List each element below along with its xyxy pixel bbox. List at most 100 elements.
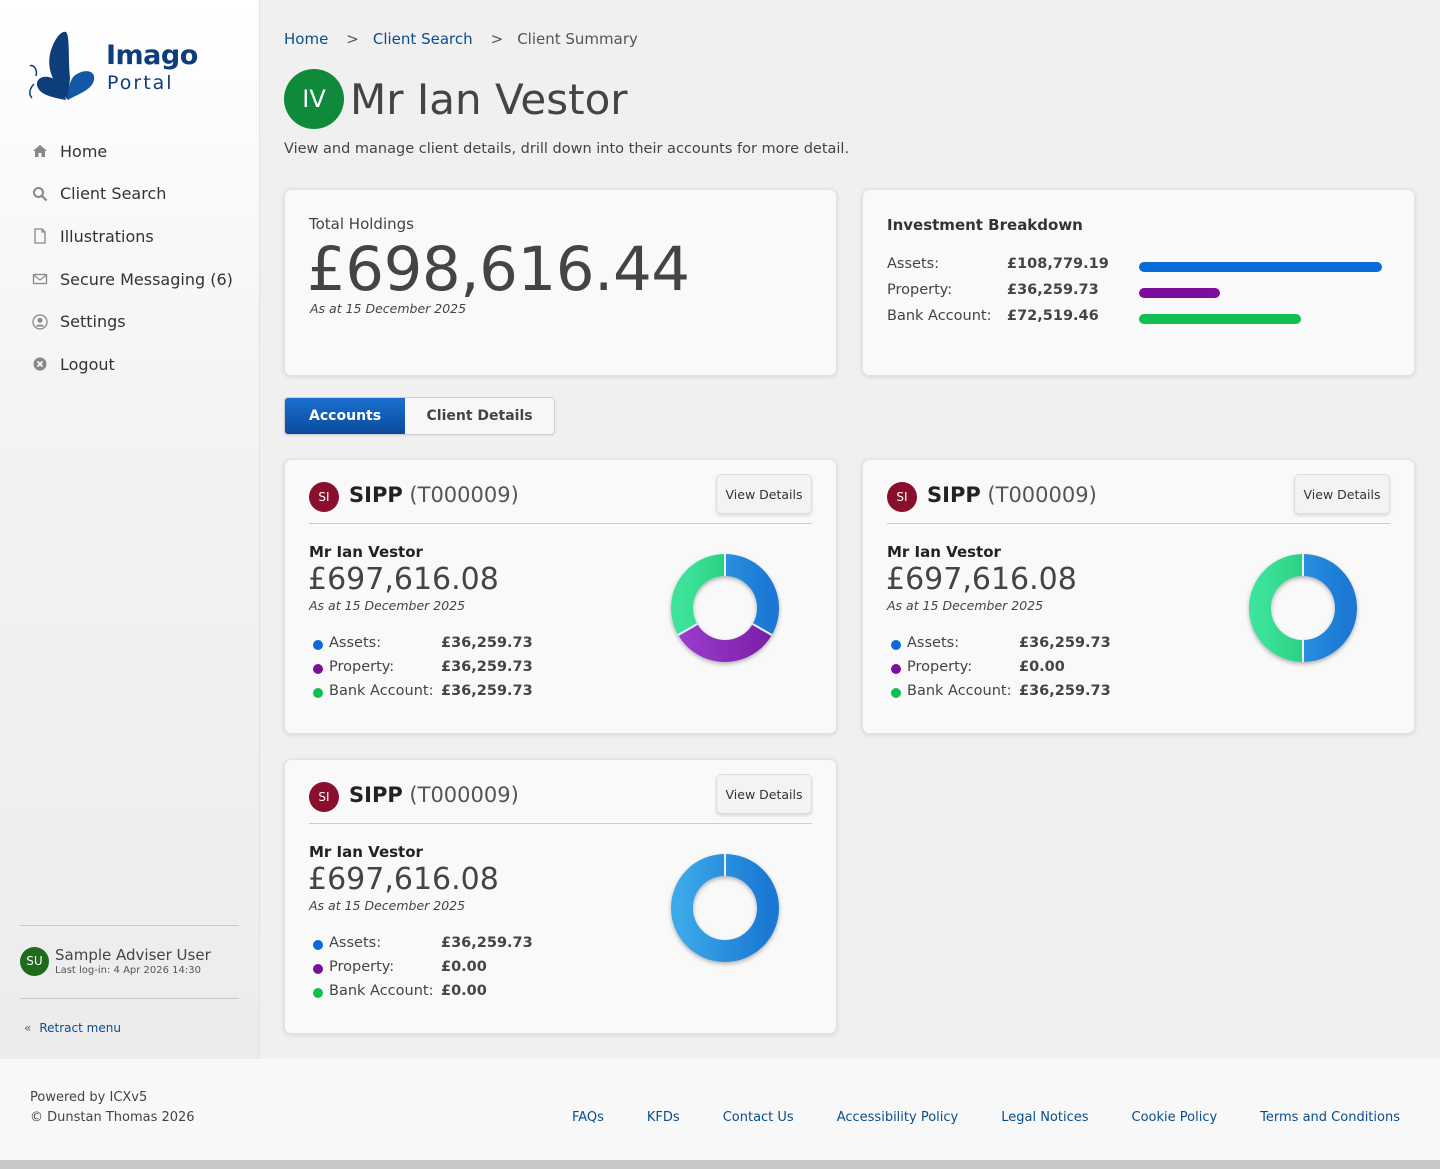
- bottom-scrollbar[interactable]: [0, 1160, 1440, 1169]
- footer-link-accessibility-policy[interactable]: Accessibility Policy: [836, 1110, 959, 1125]
- legend-value: £0.00: [1019, 659, 1065, 675]
- breakdown-label: Assets:: [887, 256, 940, 272]
- breakdown-label: Property:: [887, 282, 953, 298]
- legend-label: Property:: [329, 659, 395, 675]
- view-details-button[interactable]: View Details: [716, 774, 812, 814]
- allocation-donut-chart: [671, 854, 779, 962]
- account-title: SIPP (T000009): [349, 483, 519, 507]
- legend-value: £36,259.73: [1019, 683, 1111, 699]
- donut-segment-assets: [671, 854, 779, 962]
- legend-label: Assets:: [329, 635, 382, 651]
- retract-menu-link[interactable]: « Retract menu: [24, 1021, 121, 1035]
- logo-word-portal: Portal: [107, 72, 174, 94]
- account-value: £697,616.08: [886, 562, 1077, 597]
- legend-row-assets: Assets: £36,259.73: [311, 935, 571, 955]
- view-details-button[interactable]: View Details: [716, 474, 812, 514]
- sidebar-divider: [20, 998, 239, 999]
- sidebar-item-label: Illustrations: [60, 226, 154, 246]
- footer-link-terms-and-conditions[interactable]: Terms and Conditions: [1260, 1110, 1400, 1125]
- breadcrumb-home-link[interactable]: Home: [284, 30, 329, 48]
- legend-row-assets: Assets: £36,259.73: [889, 635, 1149, 655]
- total-holdings-label: Total Holdings: [309, 215, 414, 233]
- legend-dot-property: [891, 664, 901, 674]
- close-circle-icon: [30, 356, 60, 372]
- donut-segment-property: [671, 554, 779, 662]
- as-at-date: As at 15 December 2025: [309, 598, 466, 613]
- legend-dot-bank-account: [891, 688, 901, 698]
- legend-label: Bank Account:: [907, 683, 1012, 699]
- retract-menu-label: Retract menu: [39, 1021, 121, 1035]
- legend-row-bank-account: Bank Account: £36,259.73: [889, 683, 1149, 703]
- legend-value: £36,259.73: [441, 635, 533, 651]
- page-title: Mr Ian Vestor: [350, 74, 628, 124]
- account-card: SI SIPP (T000009) View Details Mr Ian Ve…: [862, 459, 1415, 734]
- footer-link-cookie-policy[interactable]: Cookie Policy: [1131, 1110, 1218, 1125]
- legend-dot-assets: [891, 640, 901, 650]
- account-client-name: Mr Ian Vestor: [887, 543, 1001, 561]
- allocation-donut-chart: [1249, 554, 1357, 662]
- account-type-icon: SI: [309, 782, 339, 812]
- legend-dot-assets: [313, 640, 323, 650]
- footer: Powered by ICXv5 © Dunstan Thomas 2026 F…: [0, 1059, 1440, 1160]
- donut-segment-separator: [752, 623, 773, 636]
- legend-dot-bank-account: [313, 688, 323, 698]
- legend-label: Assets:: [907, 635, 960, 651]
- breadcrumb: Home > Client Search > Client Summary: [284, 30, 638, 48]
- legend-label: Property:: [907, 659, 973, 675]
- sidebar-item-label: Client Search: [60, 184, 167, 204]
- allocation-donut-chart: [671, 554, 779, 662]
- legend-row-assets: Assets: £36,259.73: [311, 635, 571, 655]
- footer-link-contact-us[interactable]: Contact Us: [722, 1110, 794, 1125]
- legend-dot-property: [313, 964, 323, 974]
- sidebar-item-client-search[interactable]: Client Search: [30, 173, 250, 216]
- sidebar-item-home[interactable]: Home: [30, 130, 250, 173]
- sidebar-item-secure-messaging[interactable]: Secure Messaging (6): [30, 258, 250, 301]
- double-chevron-left-icon: «: [24, 1021, 32, 1035]
- logo-word-imago: Imago: [106, 40, 198, 71]
- footer-link-legal-notices[interactable]: Legal Notices: [1001, 1110, 1089, 1125]
- legend-row-property: Property: £36,259.73: [311, 659, 571, 679]
- account-ref: (T000009): [409, 783, 519, 807]
- sidebar-item-logout[interactable]: Logout: [30, 343, 250, 386]
- breakdown-value: £108,779.19: [1007, 256, 1109, 272]
- account-name: SIPP: [927, 483, 981, 507]
- sidebar-item-label: Logout: [60, 354, 115, 374]
- tab-accounts[interactable]: Accounts: [285, 398, 406, 434]
- user-name: Sample Adviser User: [55, 946, 211, 964]
- account-ref: (T000009): [409, 483, 519, 507]
- legend-row-property: Property: £0.00: [889, 659, 1149, 679]
- breadcrumb-separator: >: [346, 30, 359, 48]
- investment-breakdown-title: Investment Breakdown: [887, 216, 1083, 234]
- investment-breakdown-card: Investment Breakdown Assets: £108,779.19…: [862, 189, 1415, 376]
- sidebar-item-settings[interactable]: Settings: [30, 300, 250, 343]
- view-details-button[interactable]: View Details: [1294, 474, 1390, 514]
- breakdown-label: Bank Account:: [887, 308, 992, 324]
- footer-link-kfds[interactable]: KFDs: [646, 1110, 680, 1125]
- account-title: SIPP (T000009): [349, 783, 519, 807]
- legend-value: £0.00: [441, 983, 487, 999]
- imago-portal-logo[interactable]: Imago Portal: [28, 28, 198, 108]
- copyright-text: © Dunstan Thomas 2026: [30, 1110, 195, 1125]
- sidebar-item-illustrations[interactable]: Illustrations: [30, 215, 250, 258]
- account-client-name: Mr Ian Vestor: [309, 543, 423, 561]
- donut-segment-separator: [677, 623, 698, 636]
- user-profile[interactable]: SU Sample Adviser User Last log-in: 4 Ap…: [20, 946, 211, 976]
- legend-label: Bank Account:: [329, 983, 434, 999]
- account-title: SIPP (T000009): [927, 483, 1097, 507]
- sidebar-item-label: Secure Messaging (6): [60, 269, 233, 289]
- footer-link-faqs[interactable]: FAQs: [571, 1110, 604, 1125]
- page-subtitle: View and manage client details, drill do…: [284, 141, 850, 157]
- legend-dot-property: [313, 664, 323, 674]
- butterfly-logo-icon: [29, 31, 95, 101]
- legend-label: Bank Account:: [329, 683, 434, 699]
- breadcrumb-client-search-link[interactable]: Client Search: [372, 30, 473, 48]
- account-ref: (T000009): [987, 483, 1097, 507]
- legend-label: Assets:: [329, 935, 382, 951]
- home-icon: [30, 143, 60, 159]
- tab-client-details[interactable]: Client Details: [426, 408, 533, 424]
- breakdown-row-property: Property: £36,259.73: [887, 282, 1397, 302]
- legend-row-property: Property: £0.00: [311, 959, 571, 979]
- sidebar-divider: [20, 925, 239, 926]
- legend-value: £36,259.73: [441, 659, 533, 675]
- legend-value: £0.00: [441, 959, 487, 975]
